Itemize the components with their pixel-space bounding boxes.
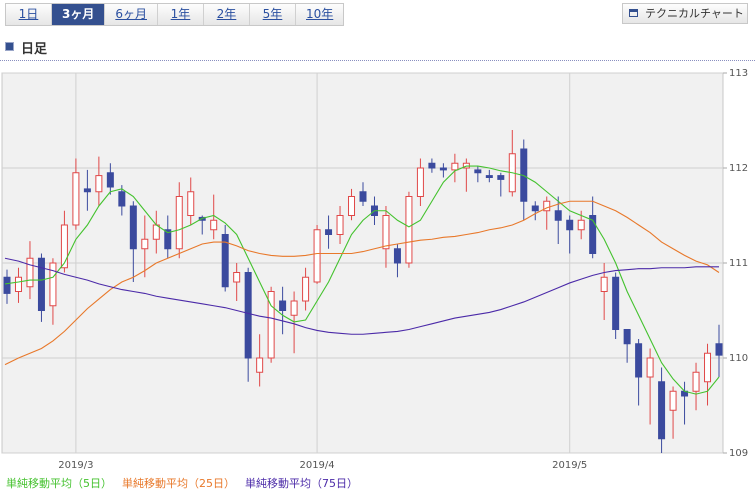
period-tab[interactable]: 10年 xyxy=(306,7,334,21)
period-tab[interactable]: 2年 xyxy=(204,4,250,25)
candle-body xyxy=(187,191,195,216)
candle-body xyxy=(256,357,264,373)
period-tab[interactable]: 1日 xyxy=(6,4,52,25)
legend-entry: 単純移動平均（25日） xyxy=(122,476,235,490)
y-tick-label: 109 xyxy=(729,448,748,459)
candle-body xyxy=(118,191,126,207)
candle-body xyxy=(210,219,218,231)
period-tab[interactable]: 6ヶ月 xyxy=(105,4,158,25)
candle-body xyxy=(451,162,459,171)
x-tick-label: 2019/3 xyxy=(58,460,93,471)
candle-body xyxy=(3,276,11,294)
candle-body xyxy=(474,169,482,174)
button-icon xyxy=(629,9,638,17)
candle-body xyxy=(244,272,252,359)
y-tick-label: 111 xyxy=(729,258,748,269)
candle-body xyxy=(141,238,149,250)
legend-entry: 単純移動平均（5日） xyxy=(6,476,112,490)
candle-body xyxy=(325,229,333,235)
period-tab[interactable]: 5年 xyxy=(250,4,296,25)
candle-body xyxy=(646,357,654,378)
moving-average-line xyxy=(4,200,720,366)
candle-body xyxy=(715,343,723,356)
technical-chart-button[interactable]: テクニカルチャート xyxy=(622,3,748,24)
y-tick-label: 112 xyxy=(729,163,748,174)
candle-body xyxy=(14,276,22,292)
candle-body xyxy=(612,276,620,330)
candle-body xyxy=(704,352,712,383)
header-icon xyxy=(5,42,14,51)
moving-average-line xyxy=(4,257,719,335)
button-label[interactable]: テクニカルチャート xyxy=(645,7,744,20)
candle-body xyxy=(152,224,160,240)
candle-body xyxy=(233,272,241,283)
candle-body xyxy=(72,172,80,226)
candle-body xyxy=(543,200,551,212)
candle-body xyxy=(623,329,631,345)
candle-body xyxy=(554,210,562,221)
candle-body xyxy=(566,219,574,231)
candle-body xyxy=(279,300,287,311)
candle-body xyxy=(37,257,45,311)
candle-body xyxy=(393,248,401,264)
candle-body xyxy=(26,257,34,288)
candle-body xyxy=(669,390,677,411)
candle-body xyxy=(428,162,436,169)
legend-entry: 単純移動平均（75日） xyxy=(245,476,358,490)
candle-body xyxy=(49,262,57,307)
candle-body xyxy=(267,291,275,359)
candle-body xyxy=(348,196,356,216)
candle-body xyxy=(439,167,447,171)
y-tick-label: 110 xyxy=(729,353,748,364)
candle-body xyxy=(382,215,390,250)
candle-body xyxy=(359,191,367,202)
candle-body xyxy=(336,215,344,235)
candle-body xyxy=(589,215,597,254)
candle-body xyxy=(531,205,539,212)
candle-body xyxy=(60,224,68,269)
candle-body xyxy=(416,167,424,197)
candle-body xyxy=(497,175,505,180)
x-tick-label: 2019/5 xyxy=(552,460,587,471)
candle-body xyxy=(106,172,114,188)
section-title: 日足 xyxy=(21,42,48,57)
section-header: 日足 xyxy=(5,38,47,57)
candle-body xyxy=(221,234,229,288)
period-tabs: 1日 3ヶ月 6ヶ月 1年 2年 5年 10年 xyxy=(5,3,345,26)
candle-body xyxy=(129,205,137,250)
candle-body xyxy=(692,371,700,392)
candle-body xyxy=(577,219,585,231)
candle-body xyxy=(485,175,493,179)
divider xyxy=(0,60,755,61)
candle-body xyxy=(658,381,666,440)
period-tab[interactable]: 3ヶ月 xyxy=(52,4,106,25)
period-tab[interactable]: 1年 xyxy=(158,4,204,25)
candle-body xyxy=(635,343,643,378)
candle-body xyxy=(175,196,183,250)
moving-average-line xyxy=(4,165,720,395)
x-tick-label: 2019/4 xyxy=(299,460,334,471)
candle-body xyxy=(83,188,91,193)
candle-body xyxy=(290,300,298,316)
candle-body xyxy=(302,276,310,302)
y-tick-label: 113 xyxy=(729,68,748,79)
candle-body xyxy=(405,196,413,264)
candle-body xyxy=(95,175,103,193)
candle-body xyxy=(164,229,172,250)
candle-body xyxy=(313,229,321,283)
candle-body xyxy=(600,276,608,292)
